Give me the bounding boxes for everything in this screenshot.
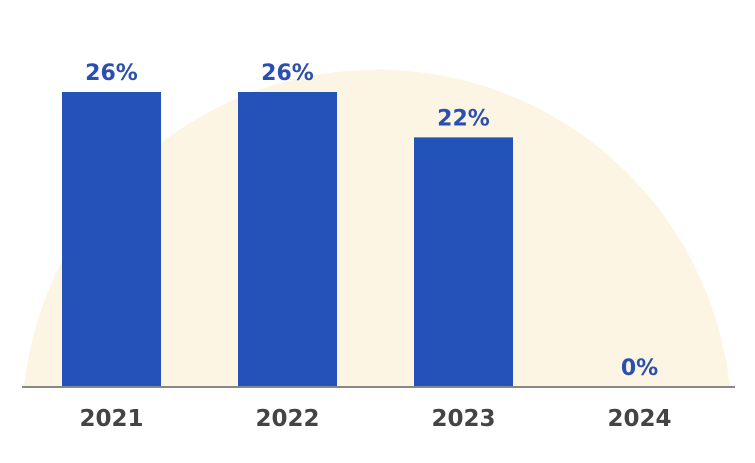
x-tick-label-2022: 2022 — [255, 406, 319, 432]
background-semicircle — [24, 69, 730, 388]
data-label-2023: 22% — [437, 106, 490, 131]
bar-2023 — [414, 137, 513, 387]
x-tick-label-2023: 2023 — [431, 406, 495, 432]
bar-2022 — [238, 92, 337, 387]
x-tick-label-2024: 2024 — [607, 406, 671, 432]
x-tick-label-2021: 2021 — [79, 406, 143, 432]
data-label-2024: 0% — [621, 356, 658, 381]
bar-2021 — [62, 92, 161, 387]
data-label-2021: 26% — [85, 61, 138, 86]
data-label-2022: 26% — [261, 61, 314, 86]
